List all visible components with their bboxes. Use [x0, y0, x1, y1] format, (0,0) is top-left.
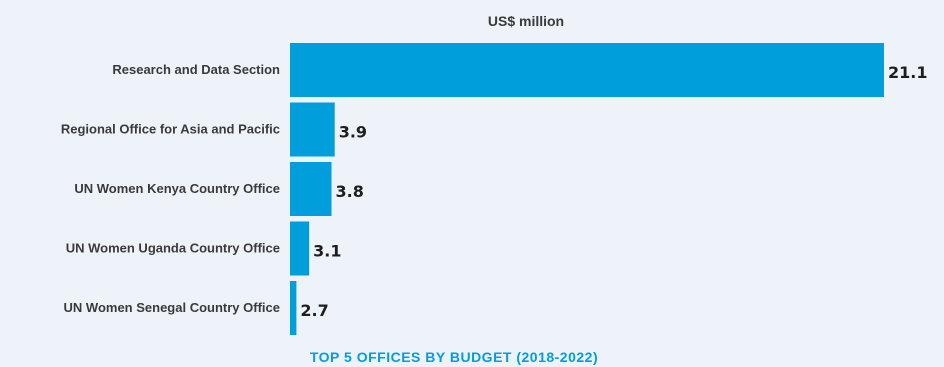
category-label-2: Regional Office for Asia and Pacific — [61, 122, 280, 137]
category-label-5: UN Women Senegal Country Office — [64, 300, 280, 315]
value-label-1: 21.1 — [888, 63, 927, 82]
category-label-3: UN Women Kenya Country Office — [74, 181, 280, 196]
bar-3 — [290, 162, 332, 216]
bar-1 — [290, 43, 884, 97]
chart-caption: TOP 5 OFFICES BY BUDGET (2018-2022) — [310, 349, 598, 365]
bar-4 — [290, 221, 310, 276]
bars: Research and Data Section 21.1 Regional Of… — [61, 43, 927, 335]
value-label-4: 3.1 — [313, 242, 341, 261]
bar-5 — [290, 281, 297, 335]
value-label-3: 3.8 — [336, 182, 364, 201]
value-label-5: 2.7 — [300, 301, 328, 320]
unit-label: US$ million — [488, 13, 564, 29]
bar-2 — [290, 102, 335, 157]
category-label-4: UN Women Uganda Country Office — [66, 241, 280, 256]
category-label-1: Research and Data Section — [112, 62, 280, 77]
value-label-2: 3.9 — [339, 123, 367, 142]
